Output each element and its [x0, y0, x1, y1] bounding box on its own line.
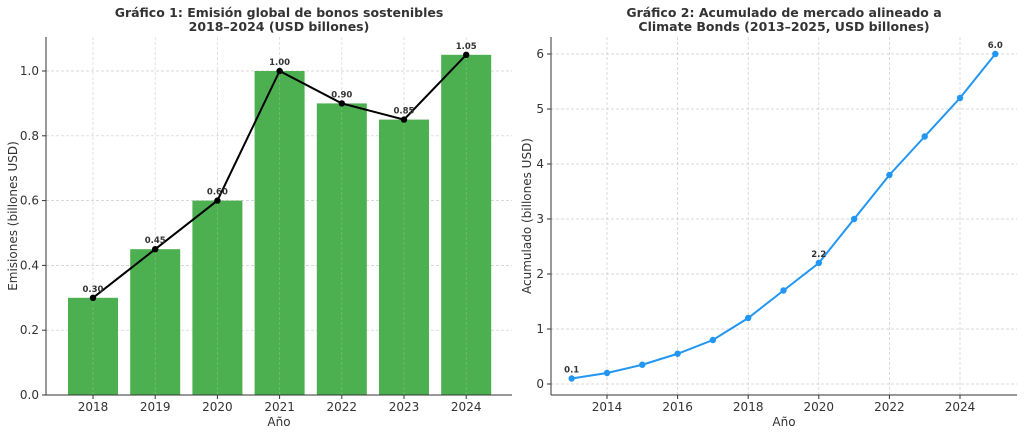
chart-2-title-line-1: Gráfico 2: Acumulado de mercado alineado… — [626, 5, 941, 20]
chart-2-grid — [551, 37, 1017, 395]
chart-2-line-marker — [815, 259, 822, 267]
chart-1-data-label: 0.45 — [145, 236, 166, 246]
chart-2-y-tick-label: 5 — [536, 102, 544, 116]
chart-2-x-tick-label: 2024 — [945, 400, 976, 414]
chart-2-x-tick-label: 2016 — [662, 400, 693, 414]
chart-2-line-marker — [603, 369, 611, 377]
chart-1-x-tick-label: 2019 — [140, 400, 171, 414]
chart-2-y-label: Acumulado (billones USD) — [520, 138, 534, 294]
chart-1-x-tick-label: 2020 — [202, 400, 233, 414]
chart-1-bar — [316, 103, 367, 396]
chart-1-bar — [379, 119, 429, 395]
chart-1-ticks: 0.0 0.2 0.4 0.6 0.8 1.0 2018 2019 2020 2021 2022 20… — [20, 64, 482, 414]
chart-2-y-tick-label: 3 — [536, 212, 544, 226]
chart-2-y-tick-label: 0 — [536, 377, 544, 391]
chart-1-trend-line — [89, 51, 470, 301]
chart-2-x-tick-label: 2014 — [592, 400, 623, 414]
chart-1-x-tick-label: 2024 — [451, 400, 482, 414]
chart-1-bar — [441, 54, 492, 396]
chart-1-bar — [130, 249, 181, 395]
chart-2-annotation-label: 6.0 — [988, 41, 1003, 51]
chart-2-ticks: 0 1 2 3 4 5 6 2014 2016 2018 2020 2022 2024 — [536, 47, 975, 414]
chart-1-line-marker — [152, 246, 159, 253]
chart-1-y-tick-label: 0.4 — [20, 258, 39, 272]
chart-2-title-line-2: Climate Bonds (2013–2025, USD billones) — [638, 19, 929, 34]
chart-1-data-label: 0.90 — [331, 90, 352, 100]
chart-2-line-marker — [745, 314, 752, 322]
chart-1-title-line-2: 2018–2024 (USD billones) — [189, 19, 370, 34]
chart-1-y-tick-label: 0.2 — [20, 323, 39, 337]
chart-2-line-marker — [921, 133, 928, 140]
chart-2-annotation-label: 2.2 — [811, 250, 826, 260]
chart-1-title-line-1: Gráfico 1: Emisión global de bonos soste… — [115, 5, 444, 20]
chart-2-annotations: 0.1 2.2 6.0 — [564, 41, 1003, 376]
chart-1-bar — [68, 297, 118, 395]
chart-1-line-marker — [214, 197, 221, 204]
chart-1-line-marker — [338, 100, 345, 107]
chart-2-x-tick-label: 2022 — [874, 400, 905, 414]
chart-1-bar — [192, 200, 243, 395]
chart-2-y-tick-label: 2 — [536, 267, 544, 281]
chart-2-cumulative-line: Gráfico 2: Acumulado de mercado alineado… — [520, 5, 1017, 429]
chart-2-line-marker — [850, 215, 858, 223]
chart-1-x-tick-label: 2021 — [264, 400, 295, 414]
chart-2-annotation-label: 0.1 — [564, 366, 579, 376]
chart-2-line-marker — [674, 350, 681, 357]
chart-1-data-label: 0.30 — [83, 285, 104, 295]
chart-1-line-marker — [400, 116, 408, 123]
chart-1-y-tick-label: 0.8 — [20, 129, 39, 143]
chart-2-x-label: Año — [772, 415, 795, 429]
chart-1-data-labels: 0.30 0.45 0.60 1.00 0.90 0.85 1.05 — [83, 42, 477, 295]
chart-1-y-tick-label: 1.0 — [20, 64, 39, 78]
chart-1-y-tick-label: 0.6 — [20, 194, 39, 208]
chart-1-data-label: 0.85 — [394, 107, 415, 117]
chart-1-x-tick-label: 2023 — [389, 400, 420, 414]
chart-2-line-marker — [956, 94, 964, 102]
chart-2-line-marker — [639, 361, 646, 368]
chart-1-line-marker — [89, 294, 97, 301]
chart-2-line-marker — [886, 171, 893, 179]
chart-2-series-line — [568, 50, 999, 382]
chart-1-bars — [68, 37, 492, 396]
chart-2-y-tick-label: 4 — [536, 157, 544, 171]
chart-1-line-marker — [463, 51, 470, 58]
chart-1-data-label: 0.60 — [207, 188, 228, 198]
chart-2-x-tick-label: 2018 — [733, 400, 764, 414]
chart-2-y-tick-label: 6 — [536, 47, 544, 61]
chart-2-line-marker — [709, 336, 717, 344]
chart-1-emission-bars: Gráfico 1: Emisión global de bonos soste… — [6, 5, 512, 429]
chart-2-line-path — [571, 53, 997, 380]
chart-2-y-tick-label: 1 — [536, 322, 544, 336]
chart-1-data-label: 1.00 — [269, 58, 290, 68]
chart-1-data-label: 1.05 — [456, 42, 477, 52]
chart-2-line-marker — [780, 287, 787, 294]
chart-1-line-marker — [276, 67, 283, 75]
chart-1-x-label: Año — [267, 415, 290, 429]
chart-2-line-marker — [992, 50, 999, 58]
chart-1-y-tick-label: 0.0 — [20, 388, 39, 402]
chart-1-bar — [254, 71, 305, 395]
chart-1-x-tick-label: 2018 — [78, 400, 109, 414]
chart-2-x-tick-label: 2020 — [804, 400, 835, 414]
chart-1-y-label: Emisiones (billones USD) — [6, 141, 20, 291]
chart-1-x-tick-label: 2022 — [327, 400, 358, 414]
chart-2-line-marker — [568, 375, 575, 382]
